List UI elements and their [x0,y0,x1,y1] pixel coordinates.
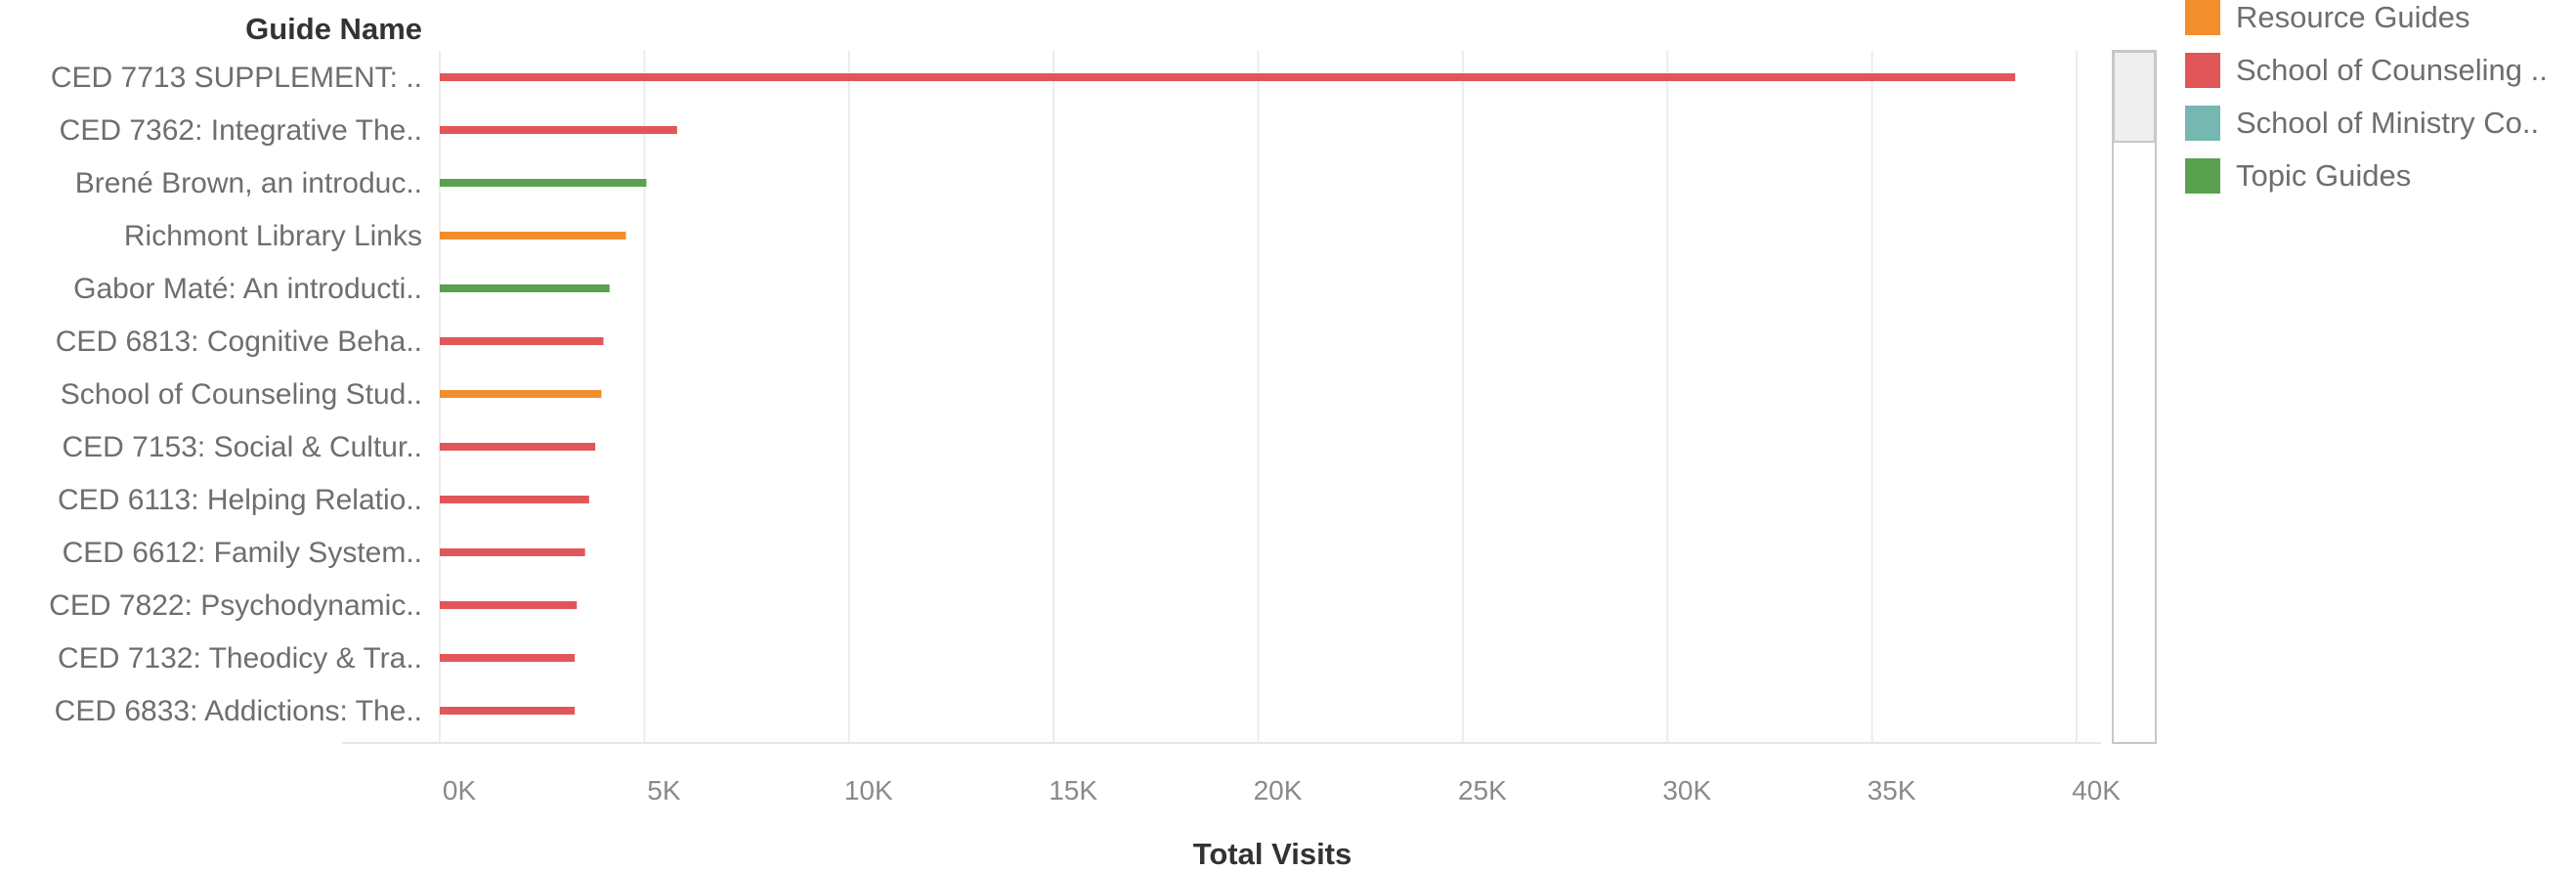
x-tick-label: 15K [1049,775,1097,806]
category-label: CED 7362: Integrative The.. [60,114,422,147]
category-labels: CED 7713 SUPPLEMENT: .. CED 7362: Integra… [49,62,422,727]
bar[interactable] [440,126,677,134]
bar[interactable] [440,179,647,187]
bar[interactable] [440,390,602,398]
legend-swatch [2185,158,2220,194]
bar[interactable] [440,707,576,715]
row-header: Guide Name [245,12,422,46]
category-label: CED 6833: Addictions: The.. [55,695,422,727]
bars[interactable] [440,73,2016,715]
gridlines [439,51,2078,743]
bar[interactable] [440,654,576,662]
bar[interactable] [440,337,604,345]
x-tick-labels: 0K 5K 10K 15K 20K 25K 30K 35K 40K [443,775,2121,806]
x-tick-label: 10K [844,775,893,806]
x-tick-label: 0K [443,775,477,806]
x-tick-label: 40K [2072,775,2121,806]
legend-swatch [2185,53,2220,88]
category-label: CED 7153: Social & Cultur.. [62,431,422,463]
x-tick-label: 25K [1458,775,1507,806]
scrollbar-thumb[interactable] [2113,51,2156,144]
category-label: CED 7713 SUPPLEMENT: .. [51,62,422,94]
legend: Resource Guides School of Counseling .. Sc… [2185,0,2548,194]
bar[interactable] [440,73,2016,81]
scrollbar-track[interactable] [2112,50,2157,744]
legend-label: Topic Guides [2236,158,2411,193]
x-tick-label: 20K [1254,775,1303,806]
category-label: Gabor Maté: An introducti.. [73,273,422,305]
x-tick-label: 35K [1868,775,1916,806]
category-label: Brené Brown, an introduc.. [75,167,422,199]
category-label: CED 7132: Theodicy & Tra.. [58,642,422,675]
category-label: Richmont Library Links [124,220,422,252]
bar[interactable] [440,443,596,451]
bar[interactable] [440,232,626,240]
category-label: CED 6813: Cognitive Beha.. [56,326,422,358]
category-label: CED 6113: Helping Relatio.. [58,484,422,516]
category-label: School of Counseling Stud.. [61,378,422,411]
bar[interactable] [440,548,585,556]
legend-swatch [2185,106,2220,141]
legend-swatch [2185,0,2220,35]
x-tick-label: 5K [647,775,681,806]
x-axis-title: Total Visits [1193,837,1352,871]
category-label: CED 6612: Family System.. [63,537,422,569]
bar[interactable] [440,601,578,609]
bar[interactable] [440,284,610,292]
legend-label: Resource Guides [2236,0,2470,34]
bar[interactable] [440,496,589,503]
x-tick-label: 30K [1662,775,1711,806]
category-label: CED 7822: Psychodynamic.. [49,589,422,622]
legend-label: School of Counseling .. [2236,53,2548,87]
legend-label: School of Ministry Co.. [2236,106,2539,140]
scrollbar[interactable] [2112,50,2157,744]
